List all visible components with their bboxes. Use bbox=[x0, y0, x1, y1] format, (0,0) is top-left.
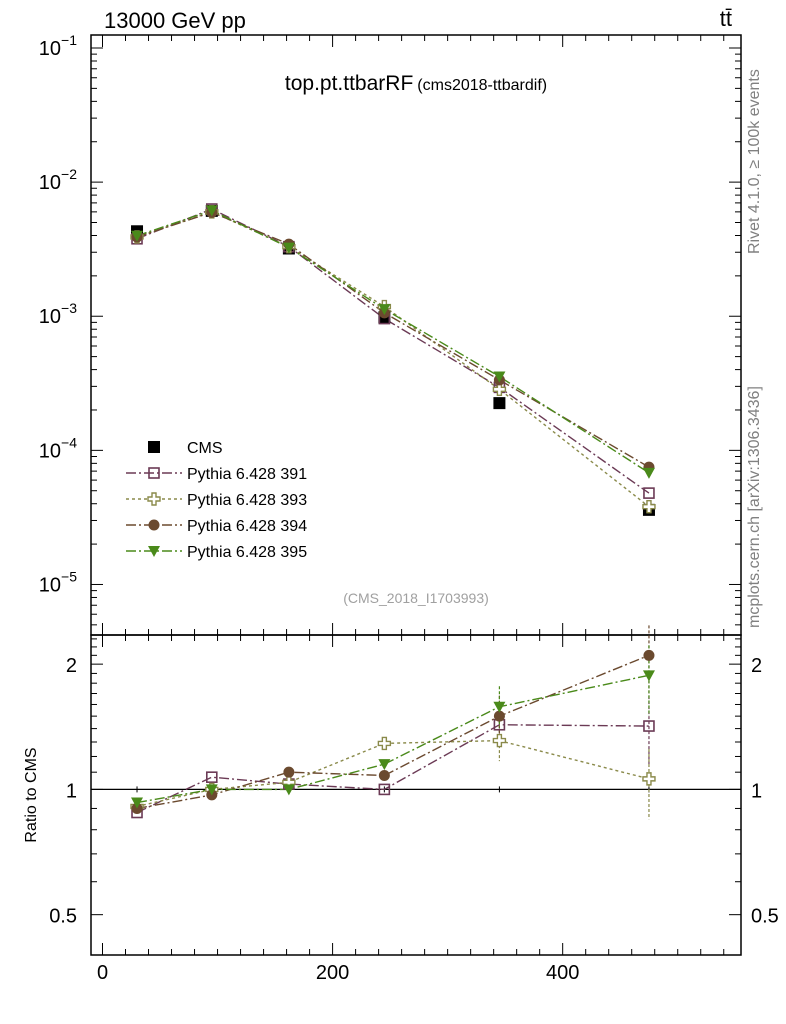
data-point-circle bbox=[493, 710, 505, 722]
data-point-square bbox=[148, 441, 160, 453]
y-tick-label-ratio: 2 bbox=[66, 655, 77, 677]
chart-text: 10−1 10−2 10−3 10−4 10−5 0.5 0.5 1 1 2 2 0 200 400 top… bbox=[23, 32, 779, 984]
x-tick-label: 200 bbox=[316, 962, 349, 984]
ratio-panel-frame bbox=[90, 634, 742, 956]
data-point-cross bbox=[147, 492, 161, 506]
series-lines bbox=[136, 208, 650, 820]
plot-frames bbox=[90, 34, 742, 956]
axis-ticks bbox=[91, 35, 741, 956]
y-tick-label-main: 10−3 bbox=[39, 300, 77, 328]
data-point-cross bbox=[377, 736, 392, 751]
series-line-p395 bbox=[136, 209, 650, 474]
data-point-triangle bbox=[205, 784, 218, 796]
ratio-line-p393 bbox=[136, 739, 650, 808]
y-tick-label-main: 10−2 bbox=[39, 166, 77, 194]
data-point-triangle bbox=[378, 759, 391, 771]
y-tick-label-ratio-right: 2 bbox=[751, 655, 762, 677]
y-tick-label-main: 10−4 bbox=[39, 434, 77, 462]
data-point-cross bbox=[492, 382, 507, 397]
legend-label-p393: Pythia 6.428 393 bbox=[187, 492, 307, 509]
y-tick-label-ratio-right: 0.5 bbox=[751, 906, 779, 928]
data-point-open-square bbox=[148, 467, 160, 479]
data-point-open-square bbox=[643, 487, 655, 499]
legend-label-p391: Pythia 6.428 391 bbox=[187, 466, 307, 483]
data-point-triangle bbox=[205, 205, 218, 217]
data-point-triangle bbox=[131, 797, 144, 809]
legend-label-p395: Pythia 6.428 395 bbox=[187, 544, 307, 561]
data-point-triangle bbox=[378, 304, 391, 316]
data-point-triangle bbox=[131, 230, 144, 242]
data-point-triangle bbox=[282, 784, 295, 796]
energy-label: 13000 GeV pp bbox=[104, 8, 246, 33]
x-tick-label: 0 bbox=[97, 962, 108, 984]
y-tick-label-ratio-right: 1 bbox=[751, 780, 762, 802]
series-line-p393 bbox=[136, 211, 650, 508]
data-point-circle bbox=[378, 770, 390, 782]
analysis-watermark: (CMS_2018_I1703993) bbox=[343, 590, 489, 606]
data-point-circle bbox=[283, 766, 295, 778]
y-tick-label-main: 10−5 bbox=[39, 568, 77, 596]
data-point-square bbox=[493, 397, 506, 410]
ratio-line-p391 bbox=[136, 724, 649, 814]
data-point-triangle bbox=[493, 701, 506, 713]
data-point-open-square bbox=[205, 771, 218, 783]
data-point-cross bbox=[642, 772, 656, 786]
chart-title: top.pt.ttbarRF (cms2018-ttbardif) bbox=[285, 72, 547, 95]
y-tick-label-main: 10−1 bbox=[39, 32, 77, 60]
data-point-cross bbox=[642, 500, 656, 514]
data-point-triangle bbox=[493, 371, 506, 383]
data-point-triangle bbox=[282, 242, 295, 254]
data-point-triangle bbox=[642, 670, 655, 682]
y-tick-label-ratio: 0.5 bbox=[49, 906, 77, 928]
data-point-circle bbox=[148, 519, 160, 531]
ratio-line-p394 bbox=[136, 654, 650, 810]
y-tick-label-ratio: 1 bbox=[66, 780, 77, 802]
process-label: tt̄ bbox=[719, 6, 732, 31]
data-point-open-square bbox=[378, 783, 391, 796]
series-line-p394 bbox=[136, 211, 650, 468]
data-point-circle bbox=[643, 649, 655, 661]
ratio-axis-label: Ratio to CMS bbox=[23, 747, 40, 842]
legend-label-CMS: CMS bbox=[187, 440, 223, 457]
data-point-triangle bbox=[148, 546, 160, 557]
data-point-triangle bbox=[642, 467, 655, 479]
data-point-open-square bbox=[643, 720, 655, 732]
series-line-p391 bbox=[136, 208, 650, 494]
data-point-cross bbox=[492, 733, 507, 748]
legend-label-p394: Pythia 6.428 394 bbox=[187, 518, 307, 535]
x-tick-label: 400 bbox=[546, 962, 579, 984]
ratio-line-p395 bbox=[136, 674, 650, 804]
series-markers bbox=[130, 203, 656, 819]
